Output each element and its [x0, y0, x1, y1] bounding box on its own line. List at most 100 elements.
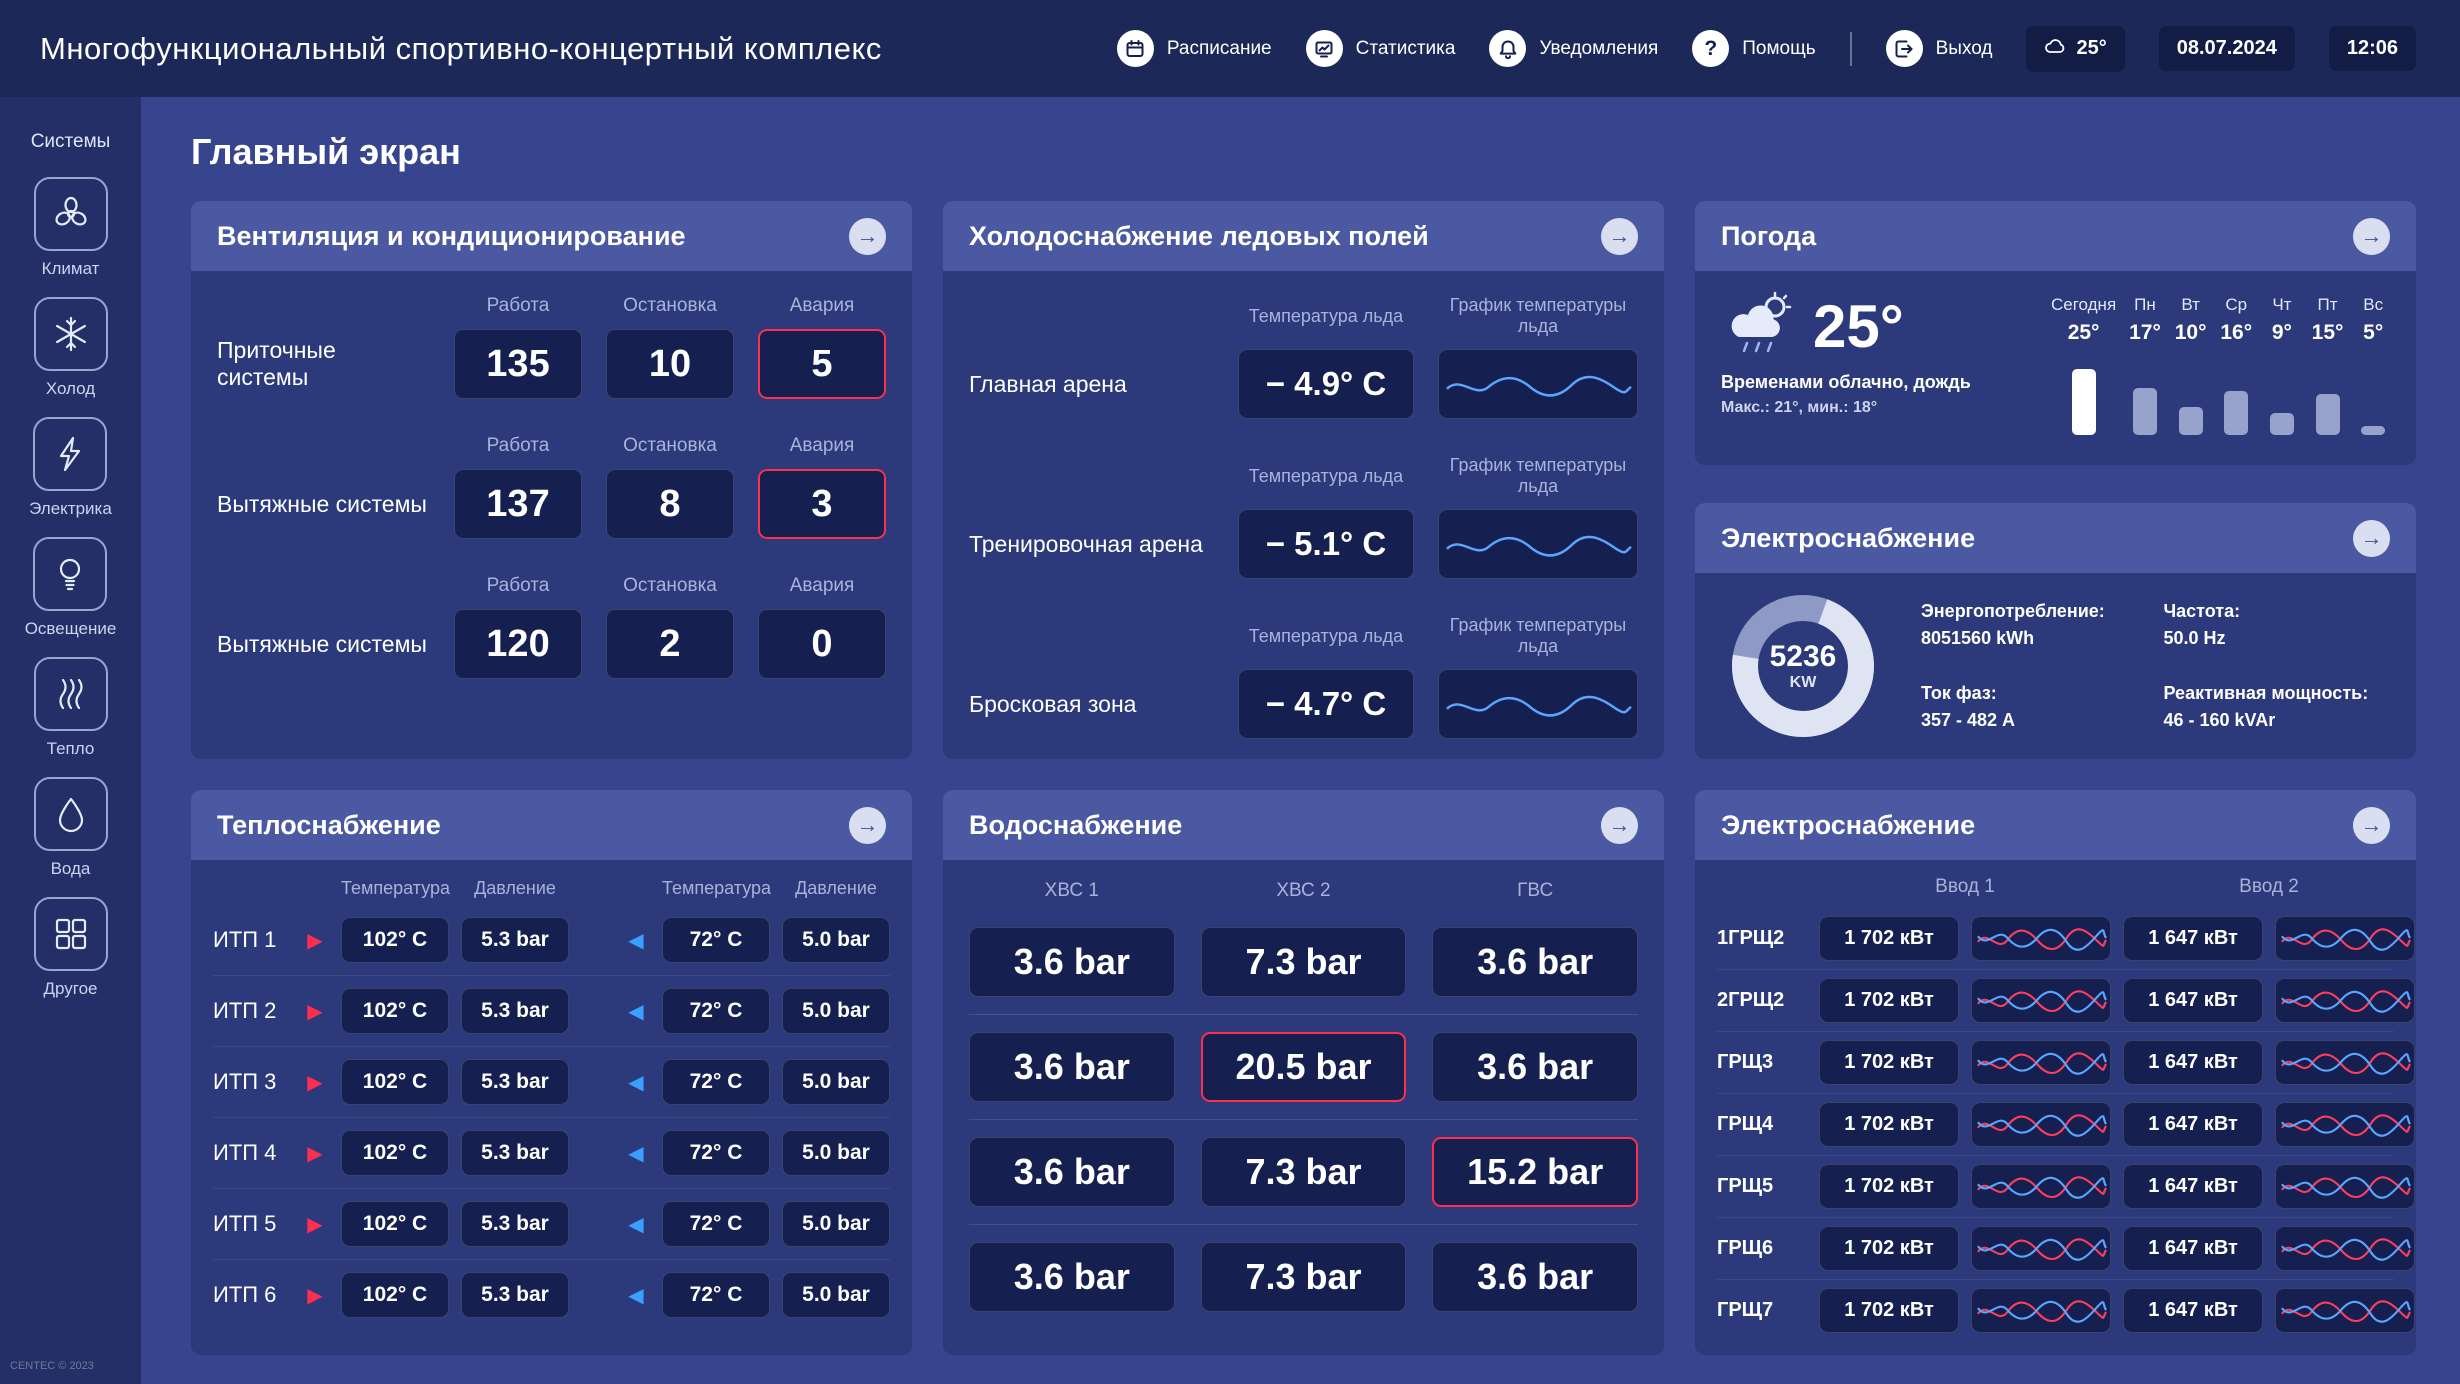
card-weather: Погода → — [1695, 201, 2416, 465]
pressure-box: 3.6 bar — [1432, 1242, 1638, 1312]
arrow-right-icon[interactable]: → — [2353, 806, 2390, 844]
value-box: 0 — [758, 609, 886, 679]
water-row: 3.6 bar 7.3 bar 15.2 bar — [969, 1119, 1638, 1224]
supply-temp-box: 102° C — [341, 1272, 449, 1318]
col-header: ХВС 1 — [1044, 880, 1099, 901]
supply-pressure-box: 5.3 bar — [461, 917, 569, 963]
return-icon: ◀ — [628, 1142, 644, 1165]
sidebar-item-label: Другое — [43, 979, 98, 998]
water-row: 3.6 bar 7.3 bar 3.6 bar — [969, 910, 1638, 1014]
power-value-box: 1 647 кВт — [2123, 978, 2263, 1023]
power-value-box: 1 702 кВт — [1819, 1040, 1959, 1085]
snowflake-icon — [33, 297, 108, 371]
arrow-right-icon[interactable]: → — [849, 217, 886, 255]
nav-schedule[interactable]: Расписание — [1116, 30, 1272, 67]
nav-help[interactable]: ? Помощь — [1692, 30, 1816, 67]
sidebar-item-other[interactable]: Другое — [33, 897, 108, 999]
value-box: 2 — [606, 609, 734, 679]
power-sparkline — [2275, 1040, 2415, 1085]
pressure-box: 7.3 bar — [1200, 927, 1407, 997]
power-row: ГРЩ6 1 702 кВт 1 647 кВт — [1717, 1218, 2415, 1280]
value-box: 120 — [454, 609, 582, 679]
nav-statistics-label: Статистика — [1355, 37, 1456, 59]
pressure-box: 3.6 bar — [969, 1137, 1175, 1207]
card-power-summary: Электроснабжение → 5236 — [1695, 503, 2416, 759]
supply-pressure-box: 5.3 bar — [461, 988, 569, 1034]
row-label: Приточные системы — [217, 337, 336, 390]
return-pressure-box: 5.0 bar — [782, 1201, 890, 1247]
donut-value: 5236 — [1769, 640, 1837, 673]
sidebar-item-water[interactable]: Вода — [33, 777, 108, 879]
forecast-bar — [2071, 369, 2096, 435]
arrow-right-icon[interactable]: → — [2353, 217, 2390, 255]
app-title: Многофункциональный спортивно-концертный… — [40, 30, 882, 66]
stat-energy: Энергопотребление: 8051560 kWh — [1921, 601, 2105, 648]
power-donut-chart: 5236 KW — [1725, 588, 1881, 744]
forecast-bar — [2315, 394, 2340, 435]
power-sparkline — [2275, 1164, 2415, 1209]
power-sparkline — [1971, 1102, 2111, 1147]
pressure-box: 7.3 bar — [1200, 1137, 1407, 1207]
sidebar-item-heat[interactable]: Тепло — [33, 657, 108, 759]
arrow-right-icon[interactable]: → — [1601, 806, 1638, 844]
return-temp-box: 72° C — [662, 988, 770, 1034]
col-header: Ввод 2 — [2239, 876, 2299, 897]
page-title: Главный экран — [191, 131, 461, 172]
card-heating-header: Теплоснабжение → — [191, 790, 912, 860]
bell-icon — [1489, 30, 1527, 67]
nav-exit[interactable]: Выход — [1885, 30, 1992, 67]
sidebar: Системы Климат Холод Электрика — [0, 97, 141, 1384]
sidebar-item-cold[interactable]: Холод — [33, 297, 108, 399]
card-power-summary-header: Электроснабжение → — [1695, 503, 2416, 573]
nav-help-label: Помощь — [1742, 37, 1816, 59]
lightning-icon — [33, 417, 108, 491]
card-water: Водоснабжение → ХВС 1 ХВС 2 ГВС 3.6 bar … — [943, 790, 1664, 1355]
power-sparkline — [1971, 1040, 2111, 1085]
col-header: Работа — [486, 295, 550, 316]
power-sparkline — [2275, 1226, 2415, 1271]
supply-icon: ▶ — [307, 1213, 323, 1236]
power-value-box: 1 702 кВт — [1819, 916, 1959, 961]
row-label: Тренировочная арена — [969, 530, 1203, 557]
supply-icon: ▶ — [307, 1142, 323, 1165]
heating-row: ИТП 1 ▶ 102° C 5.3 bar ◀ 72° C 5.0 bar — [213, 905, 890, 976]
sidebar-item-climate[interactable]: Климат — [33, 177, 108, 279]
col-header: Остановка — [623, 575, 717, 596]
supply-temp-box: 102° C — [341, 1201, 449, 1247]
bulb-icon — [33, 537, 108, 611]
nav-notifications[interactable]: Уведомления — [1489, 30, 1658, 67]
sidebar-item-electric[interactable]: Электрика — [29, 417, 112, 519]
value-box: 10 — [606, 329, 734, 399]
nav-statistics[interactable]: Статистика — [1305, 30, 1456, 67]
current-temperature: 25° — [1813, 293, 1904, 360]
card-power-summary-title: Электроснабжение — [1721, 522, 1976, 553]
card-power-inputs-title: Электроснабжение — [1721, 809, 1976, 840]
return-icon: ◀ — [628, 1284, 644, 1307]
main-content: Главный экран Вентиляция и кондициониров… — [141, 97, 2460, 1384]
weather-description: Временами облачно, дождь — [1721, 372, 1971, 392]
arrow-right-icon[interactable]: → — [849, 806, 886, 844]
col-header: Остановка — [623, 295, 717, 316]
heating-row: ИТП 6 ▶ 102° C 5.3 bar ◀ 72° C 5.0 bar — [213, 1260, 890, 1330]
ice-temp-sparkline — [1438, 669, 1638, 739]
sidebar-item-lighting[interactable]: Освещение — [25, 537, 116, 639]
alarm-value-box: 3 — [758, 469, 886, 539]
power-row: ГРЩ7 1 702 кВт 1 647 кВт — [1717, 1280, 2415, 1341]
return-temp-box: 72° C — [662, 1272, 770, 1318]
supply-temp-box: 102° C — [341, 917, 449, 963]
power-sparkline — [2275, 916, 2415, 961]
supply-temp-box: 102° C — [341, 1130, 449, 1176]
sidebar-item-label: Холод — [45, 379, 96, 398]
stats-icon — [1305, 30, 1343, 67]
supply-temp-box: 102° C — [341, 1059, 449, 1105]
col-header: Температура льда — [1248, 465, 1404, 486]
top-bar-right: Расписание Статистика Уведомления ? Помо… — [1116, 25, 2416, 72]
power-sparkline — [1971, 978, 2111, 1023]
col-header: Работа — [486, 575, 550, 596]
col-header: Давление — [474, 878, 556, 898]
forecast-day: Чт 9° — [2265, 295, 2299, 435]
power-sparkline — [1971, 1288, 2111, 1333]
arrow-right-icon[interactable]: → — [2353, 519, 2390, 557]
arrow-right-icon[interactable]: → — [1601, 217, 1638, 255]
